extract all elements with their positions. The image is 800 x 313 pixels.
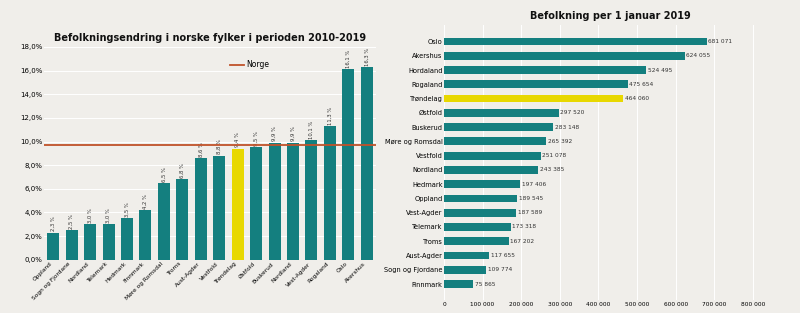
Text: 16,3 %: 16,3 %: [364, 48, 370, 66]
Bar: [47, 233, 59, 260]
Text: 9,4 %: 9,4 %: [235, 132, 240, 147]
Text: 187 589: 187 589: [518, 210, 542, 215]
Text: 6,8 %: 6,8 %: [180, 163, 185, 178]
Text: 3,0 %: 3,0 %: [106, 208, 111, 223]
Bar: [444, 252, 490, 259]
Text: 10,1 %: 10,1 %: [309, 121, 314, 139]
Bar: [176, 179, 188, 260]
Bar: [444, 38, 707, 45]
Text: 9,9 %: 9,9 %: [290, 126, 295, 141]
Bar: [444, 223, 511, 231]
Title: Befolkningsendring i norske fylker i perioden 2010-2019: Befolkningsendring i norske fylker i per…: [54, 33, 366, 44]
Bar: [269, 143, 281, 260]
Bar: [139, 210, 151, 260]
Text: 6,5 %: 6,5 %: [162, 167, 166, 182]
Bar: [306, 140, 318, 260]
Bar: [444, 80, 628, 88]
Text: 16,1 %: 16,1 %: [346, 50, 351, 68]
Bar: [102, 224, 114, 260]
Text: 109 774: 109 774: [488, 267, 512, 272]
Bar: [214, 156, 226, 260]
Bar: [444, 280, 474, 288]
Bar: [444, 237, 509, 245]
Text: 9,9 %: 9,9 %: [272, 126, 277, 141]
Text: 464 060: 464 060: [625, 96, 649, 101]
Bar: [444, 266, 486, 274]
Bar: [287, 143, 299, 260]
Text: 3,5 %: 3,5 %: [125, 202, 130, 217]
Bar: [444, 152, 541, 160]
Text: 283 148: 283 148: [555, 125, 579, 130]
Text: 681 071: 681 071: [709, 39, 733, 44]
Legend: Norge: Norge: [227, 57, 273, 72]
Text: 167 202: 167 202: [510, 239, 534, 244]
Text: 524 495: 524 495: [648, 68, 672, 73]
Text: 9,5 %: 9,5 %: [254, 131, 258, 146]
Bar: [342, 69, 354, 260]
Text: 475 654: 475 654: [629, 82, 654, 87]
Bar: [232, 149, 244, 260]
Bar: [84, 224, 96, 260]
Bar: [444, 95, 623, 102]
Text: 3,0 %: 3,0 %: [88, 208, 93, 223]
Text: 4,2 %: 4,2 %: [143, 194, 148, 209]
Bar: [66, 230, 78, 260]
Text: 8,6 %: 8,6 %: [198, 142, 203, 157]
Bar: [444, 166, 538, 174]
Text: 8,8 %: 8,8 %: [217, 139, 222, 154]
Bar: [444, 180, 520, 188]
Text: 173 318: 173 318: [513, 224, 537, 229]
Bar: [194, 158, 206, 260]
Bar: [158, 183, 170, 260]
Bar: [444, 194, 517, 202]
Text: 189 545: 189 545: [518, 196, 543, 201]
Text: 75 865: 75 865: [475, 281, 495, 286]
Text: 624 055: 624 055: [686, 53, 710, 58]
Text: 117 655: 117 655: [491, 253, 515, 258]
Text: 2,5 %: 2,5 %: [69, 214, 74, 229]
Bar: [444, 209, 517, 217]
Text: 243 385: 243 385: [539, 167, 564, 172]
Text: 197 406: 197 406: [522, 182, 546, 187]
Bar: [250, 147, 262, 260]
Text: 265 392: 265 392: [548, 139, 572, 144]
Bar: [324, 126, 336, 260]
Text: 297 520: 297 520: [561, 110, 585, 115]
Bar: [444, 109, 559, 117]
Bar: [444, 137, 546, 145]
Bar: [444, 123, 554, 131]
Text: 251 078: 251 078: [542, 153, 566, 158]
Bar: [444, 66, 646, 74]
Title: Befolkning per 1 januar 2019: Befolkning per 1 januar 2019: [530, 12, 690, 22]
Text: 11,3 %: 11,3 %: [327, 107, 332, 125]
Bar: [361, 67, 373, 260]
Text: 2,3 %: 2,3 %: [50, 216, 56, 231]
Bar: [121, 218, 133, 260]
Bar: [444, 52, 685, 60]
